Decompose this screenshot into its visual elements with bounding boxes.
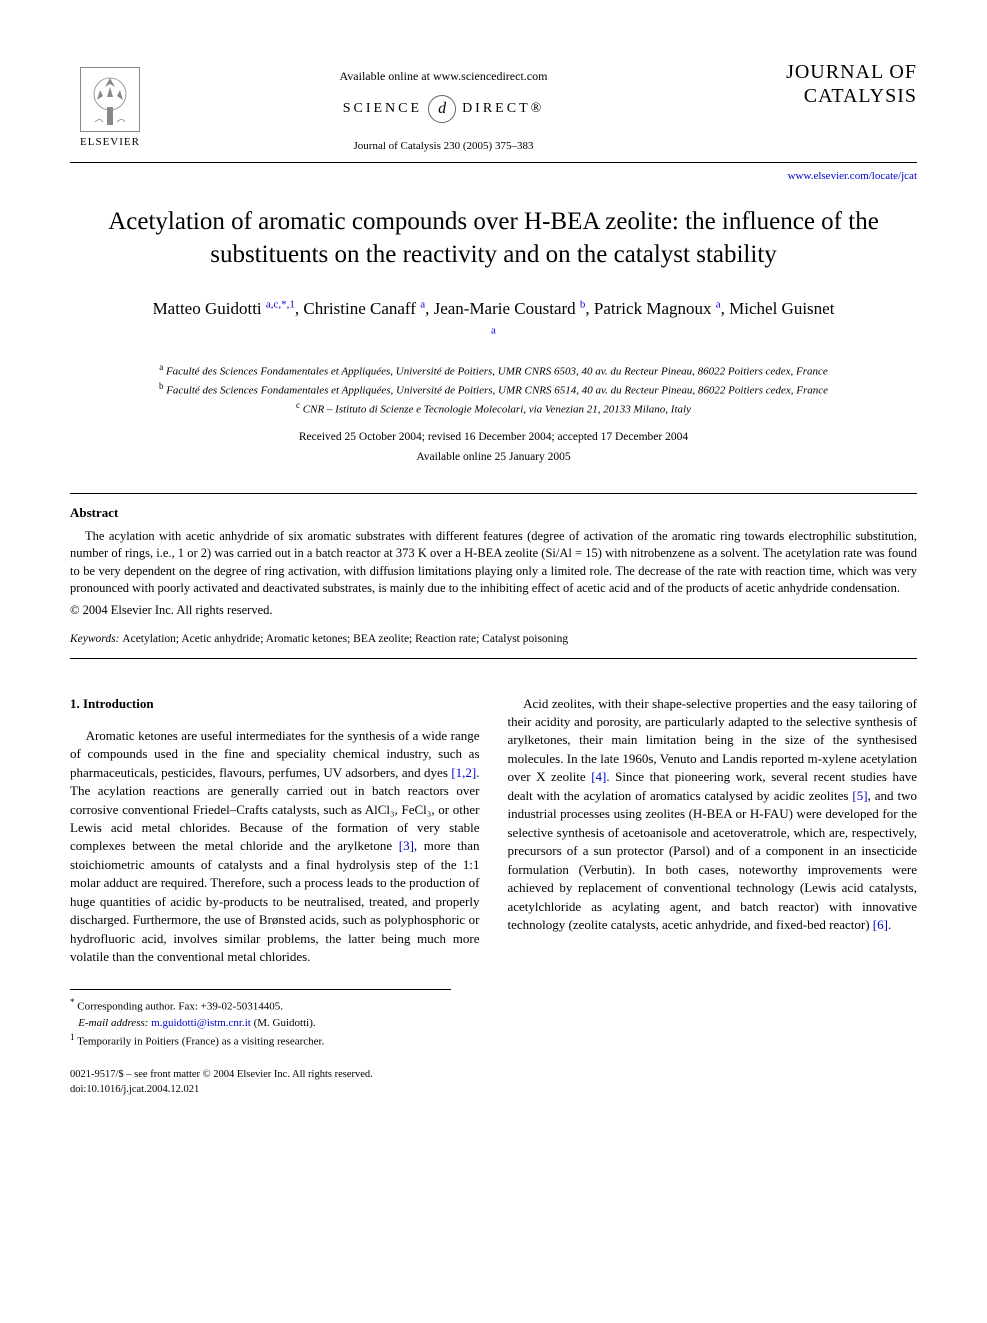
author-0: Matteo Guidotti a,c,*,1: [153, 299, 295, 318]
author-1: , Christine Canaff a: [295, 299, 425, 318]
intro-para-1: Aromatic ketones are useful intermediate…: [70, 727, 480, 967]
abstract-heading: Abstract: [70, 504, 917, 522]
sd-left: SCIENCE: [343, 99, 422, 119]
science-direct-logo: SCIENCE d DIRECT®: [343, 95, 545, 123]
doi-text: doi:10.1016/j.jcat.2004.12.021: [70, 1083, 917, 1098]
front-matter-text: 0021-9517/$ – see front matter © 2004 El…: [70, 1068, 917, 1083]
center-header: Available online at www.sciencedirect.co…: [150, 60, 737, 154]
author-3: , Patrick Magnoux a: [585, 299, 720, 318]
ref-link-6[interactable]: [6]: [873, 917, 888, 932]
authors-list: Matteo Guidotti a,c,*,1, Christine Canaf…: [70, 296, 917, 347]
affiliation-b: b Faculté des Sciences Fondamentales et …: [70, 380, 917, 399]
copyright-text: © 2004 Elsevier Inc. All rights reserved…: [70, 602, 917, 620]
elsevier-tree-icon: [80, 67, 140, 132]
journal-url-link[interactable]: www.elsevier.com/locate/jcat: [70, 169, 917, 184]
email-link[interactable]: m.guidotti@istm.cnr.it: [151, 1017, 251, 1029]
available-date: Available online 25 January 2005: [70, 449, 917, 465]
intro-para-2: Acid zeolites, with their shape-selectiv…: [508, 695, 918, 935]
publisher-logo: ELSEVIER: [70, 60, 150, 150]
journal-title: JOURNAL OF CATALYSIS: [737, 60, 917, 108]
abstract-text: The acylation with acetic anhydride of s…: [70, 528, 917, 598]
introduction-heading: 1. Introduction: [70, 695, 480, 713]
keywords-text: Acetylation; Acetic anhydride; Aromatic …: [122, 633, 568, 645]
keywords-label: Keywords:: [70, 633, 122, 645]
article-title: Acetylation of aromatic compounds over H…: [70, 205, 917, 273]
footnotes: * Corresponding author. Fax: +39-02-5031…: [70, 989, 451, 1051]
abstract-rule-top: [70, 493, 917, 494]
header-row: ELSEVIER Available online at www.science…: [70, 60, 917, 154]
ref-link-1-2[interactable]: [1,2]: [451, 765, 476, 780]
email-note: E-mail address: m.guidotti@istm.cnr.it (…: [70, 1015, 451, 1032]
page-container: ELSEVIER Available online at www.science…: [0, 0, 987, 1138]
sd-symbol-icon: d: [428, 95, 456, 123]
journal-line1: JOURNAL OF: [786, 61, 917, 83]
available-online-text: Available online at www.sciencedirect.co…: [150, 68, 737, 85]
affiliation-a: a Faculté des Sciences Fondamentales et …: [70, 361, 917, 380]
corresponding-author-note: * Corresponding author. Fax: +39-02-5031…: [70, 996, 451, 1015]
journal-block: JOURNAL OF CATALYSIS: [737, 60, 917, 108]
ref-link-3[interactable]: [3]: [399, 838, 414, 853]
ref-link-4[interactable]: [4]: [591, 769, 606, 784]
sd-right: DIRECT®: [462, 99, 544, 119]
keywords: Keywords: Acetylation; Acetic anhydride;…: [70, 631, 917, 647]
publisher-name: ELSEVIER: [80, 135, 140, 150]
received-dates: Received 25 October 2004; revised 16 Dec…: [70, 429, 917, 445]
page-footer: 0021-9517/$ – see front matter © 2004 El…: [70, 1068, 917, 1097]
body-columns: 1. Introduction Aromatic ketones are use…: [70, 695, 917, 967]
citation-text: Journal of Catalysis 230 (2005) 375–383: [150, 139, 737, 154]
ref-link-5[interactable]: [5]: [852, 788, 867, 803]
author-2: , Jean-Marie Coustard b: [425, 299, 585, 318]
visiting-researcher-note: 1 Temporarily in Poitiers (France) as a …: [70, 1031, 451, 1050]
affiliation-c: c CNR – Istituto di Scienze e Tecnologie…: [70, 399, 917, 418]
abstract-rule-bottom: [70, 658, 917, 659]
affiliations-list: a Faculté des Sciences Fondamentales et …: [70, 361, 917, 418]
journal-line2: CATALYSIS: [804, 85, 917, 107]
header-rule: [70, 162, 917, 163]
